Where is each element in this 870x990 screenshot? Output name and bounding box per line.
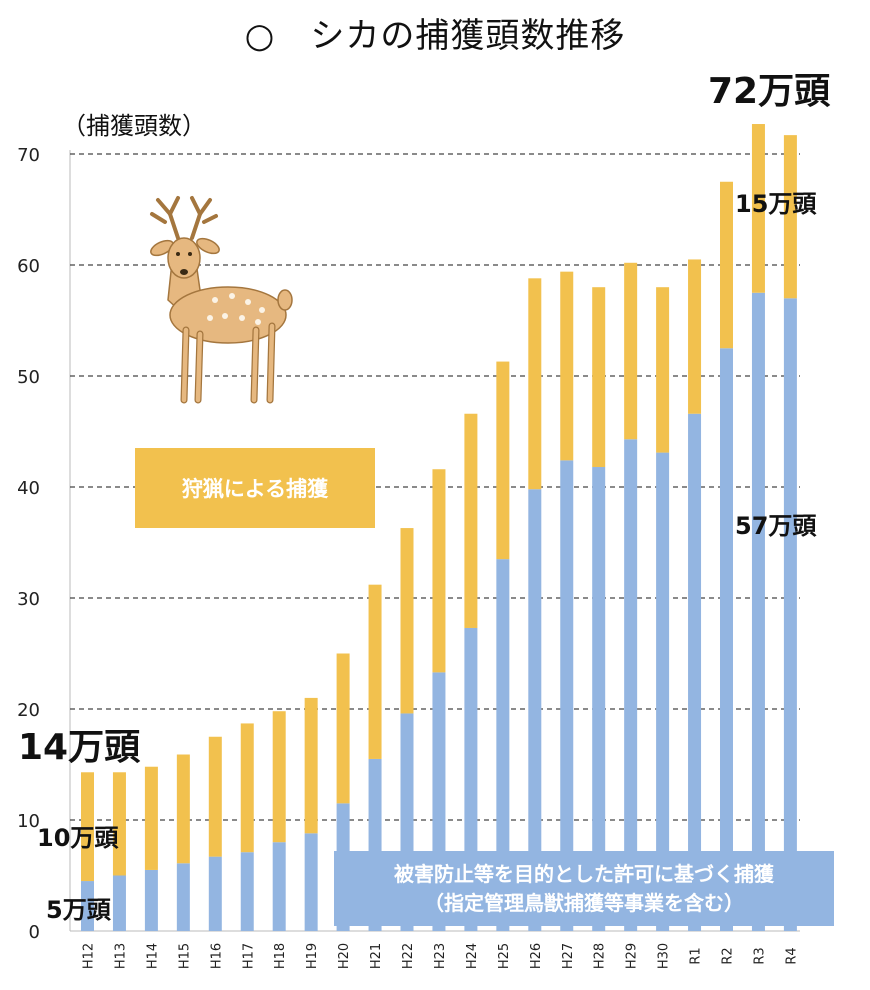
bar-permit: [496, 559, 510, 931]
bar-hunting: [272, 711, 286, 843]
annotation-start-total: 14万頭: [18, 727, 141, 768]
bar-hunting: [656, 287, 670, 453]
bar-hunting: [560, 271, 574, 461]
bar-hunting: [528, 278, 542, 490]
x-tick-label: H19: [305, 943, 320, 969]
x-tick-label: H25: [497, 943, 512, 969]
bar-hunting: [751, 124, 765, 293]
x-tick-label: H17: [241, 943, 256, 969]
bar-permit: [272, 842, 286, 931]
chart-title: ○ シカの捕獲頭数推移: [244, 16, 626, 56]
bar-permit: [112, 875, 126, 931]
x-tick-label: H30: [657, 943, 672, 969]
annotation-end-hunting: 15万頭: [735, 190, 817, 218]
y-tick-label: 30: [17, 589, 40, 610]
bar-hunting: [240, 723, 254, 853]
x-tick-label: H28: [593, 943, 608, 969]
y-tick-label: 0: [29, 922, 40, 943]
x-tick-label: H24: [465, 943, 480, 969]
x-tick-label: H13: [113, 943, 128, 969]
bar-permit: [208, 856, 222, 931]
bar-hunting: [592, 287, 606, 468]
x-tick-label: H16: [209, 943, 224, 969]
x-tick-label: H20: [337, 943, 352, 969]
bar-permit: [144, 869, 158, 931]
bar-hunting: [304, 697, 318, 834]
x-tick-label: H22: [401, 943, 416, 969]
x-tick-label: H18: [273, 943, 288, 969]
bar-permit: [240, 852, 254, 931]
bar-hunting: [208, 736, 222, 857]
y-tick-label: 20: [17, 700, 40, 721]
x-tick-label: H29: [625, 943, 640, 969]
annotation-start-hunting: 10万頭: [37, 824, 119, 852]
y-tick-label: 40: [17, 478, 40, 499]
y-tick-label: 70: [17, 145, 40, 166]
bar-permit: [176, 863, 190, 931]
x-tick-label: H15: [177, 943, 192, 969]
bar-permit: [528, 489, 542, 931]
annotation-end-total: 72万頭: [708, 71, 831, 112]
x-tick-label: R3: [752, 947, 767, 964]
x-tick-label: H14: [145, 943, 160, 969]
bar-hunting: [783, 135, 797, 299]
x-tick-label: R4: [784, 947, 799, 964]
bar-hunting: [720, 181, 733, 349]
x-tick-label: H12: [82, 943, 97, 969]
legend-box-permit: 被害防止等を目的とした許可に基づく捕獲 （指定管理鳥獣捕獲等事業を含む）: [334, 851, 834, 926]
deer-icon: [150, 196, 293, 404]
x-tick-label: H26: [529, 943, 544, 969]
legend-box-permit-line1: 被害防止等を目的とした許可に基づく捕獲: [394, 861, 774, 886]
bar-hunting: [432, 469, 446, 673]
y-axis-label: （捕獲頭数）: [62, 112, 206, 140]
bar-permit: [656, 452, 670, 931]
annotation-end-permit: 57万頭: [735, 512, 817, 540]
bar-hunting: [400, 528, 414, 714]
x-tick-label: H23: [433, 943, 448, 969]
legend-box-permit-line2: （指定管理鳥獣捕獲等事業を含む）: [424, 890, 744, 915]
bar-permit: [304, 833, 318, 931]
y-tick-label: 50: [17, 367, 40, 388]
bar-hunting: [176, 754, 190, 864]
x-tick-label: R1: [689, 947, 704, 964]
bar-hunting: [688, 259, 702, 414]
bar-hunting: [112, 772, 126, 876]
x-tick-label: H21: [369, 943, 384, 969]
annotation-start-permit: 5万頭: [46, 896, 111, 924]
bar-permit: [688, 413, 702, 931]
bar-permit: [624, 439, 638, 931]
bar-hunting: [336, 653, 350, 804]
bar-permit: [592, 467, 606, 931]
bar-permit: [81, 881, 94, 931]
bar-hunting: [368, 584, 382, 759]
legend-box-hunting: 狩猟による捕獲: [135, 448, 375, 528]
x-tick-label: R2: [721, 947, 736, 964]
y-tick-label: 60: [17, 256, 40, 277]
y-tick-label: 10: [17, 811, 40, 832]
bar-permit: [560, 460, 574, 931]
x-tick-label: H27: [561, 943, 576, 969]
legend-box-hunting-label: 狩猟による捕獲: [181, 477, 329, 501]
bar-permit: [720, 348, 733, 931]
bar-permit: [751, 292, 765, 931]
bar-permit: [783, 298, 797, 931]
bar-hunting: [624, 262, 638, 440]
bar-hunting: [464, 413, 478, 628]
bar-hunting: [81, 772, 94, 882]
bar-hunting: [144, 766, 158, 870]
bar-hunting: [496, 361, 510, 560]
